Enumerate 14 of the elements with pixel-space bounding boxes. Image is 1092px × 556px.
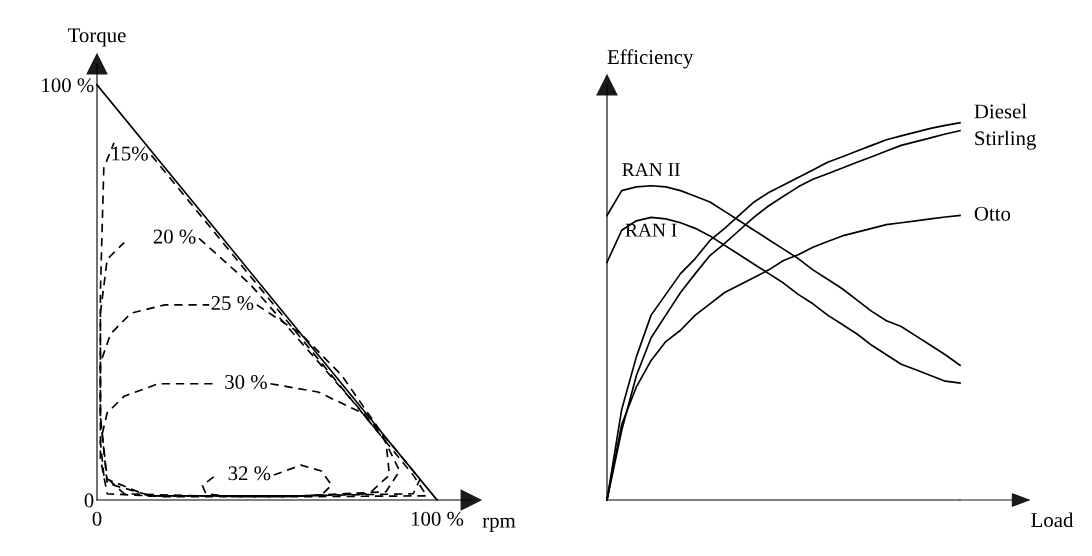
series-label: RAN I: [625, 223, 677, 237]
series-label: 25 %: [211, 295, 254, 311]
y-axis-title: Torque: [68, 28, 126, 47]
series-label: Diesel: [974, 103, 1027, 119]
series-label: Otto: [974, 206, 1011, 221]
series-label: Stirling: [975, 130, 1036, 150]
x-axis-title: Load: [1031, 512, 1074, 528]
y-axis-title: Efficiency: [607, 49, 694, 69]
series-label: 32 %: [228, 466, 271, 481]
series-label: RAN II: [622, 163, 680, 177]
series-label: 30 %: [225, 374, 267, 390]
series-label: 20 %: [153, 229, 196, 244]
series-label: 15%: [112, 146, 148, 161]
x-axis-title: rpm: [482, 517, 516, 532]
